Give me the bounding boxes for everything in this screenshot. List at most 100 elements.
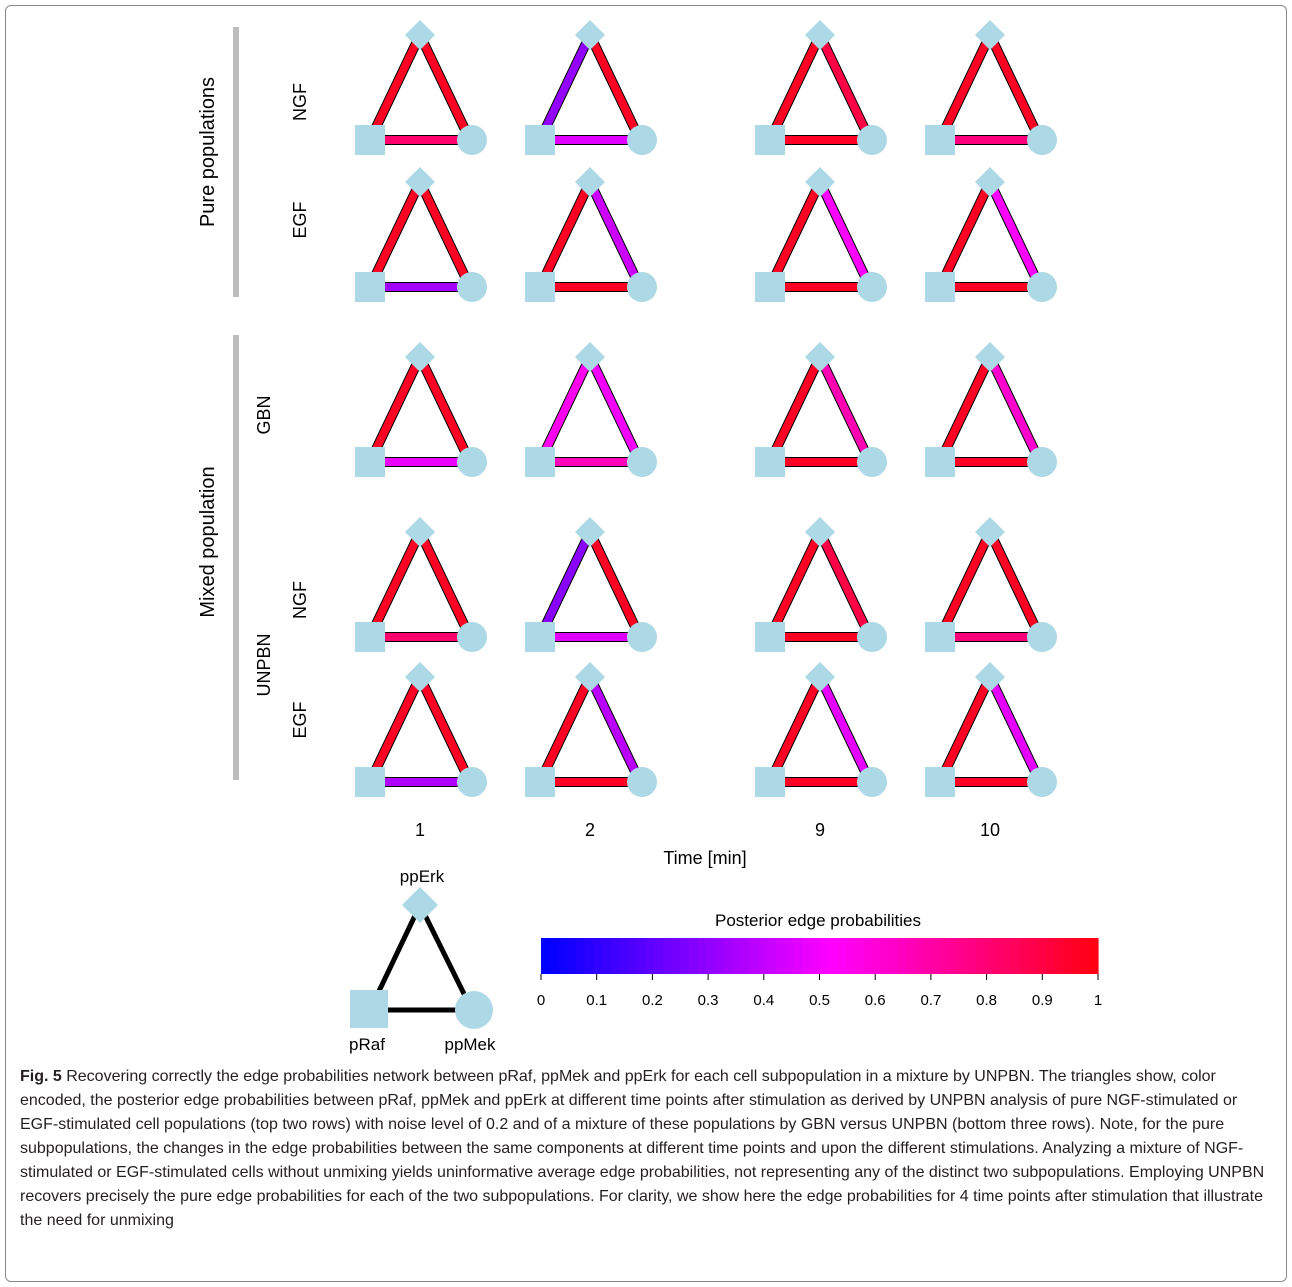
colorbar-segment	[1037, 938, 1047, 974]
edge-pperk-ppmek	[815, 179, 875, 290]
figure-frame	[5, 5, 1287, 1282]
node-pperk	[405, 517, 435, 547]
colorbar-segment	[819, 938, 829, 974]
legend-label-pperk: ppErk	[400, 867, 445, 886]
colorbar-segment	[723, 938, 734, 974]
network-triangle	[355, 342, 487, 477]
node-praf	[525, 447, 555, 477]
colorbar-segment	[941, 938, 951, 974]
edge-pperk-ppmek	[985, 529, 1045, 640]
edge-pperk-ppmek	[415, 354, 475, 465]
edge-pperk-ppmek	[985, 179, 1045, 290]
colorbar-segment	[984, 938, 995, 974]
colorbar-segment	[549, 938, 559, 974]
colorbar-segment	[645, 938, 655, 974]
colorbar-segment	[1080, 938, 1090, 974]
network-triangle	[525, 662, 657, 797]
colorbar-segment	[976, 938, 986, 974]
time-tick-label: 1	[415, 820, 425, 840]
colorbar-segment	[810, 938, 821, 974]
colorbar-segment	[889, 938, 899, 974]
colorbar-segment	[680, 938, 690, 974]
colorbar-tick-label: 0.4	[753, 992, 774, 1009]
node-ppmek	[1027, 767, 1057, 797]
pure-group-bar	[233, 27, 239, 297]
network-triangle	[925, 662, 1057, 797]
colorbar-tick-label: 0	[537, 992, 545, 1009]
edge-pperk-ppmek	[585, 529, 645, 640]
node-praf	[355, 767, 385, 797]
colorbar-segment	[584, 938, 594, 974]
colorbar-segment	[697, 938, 707, 974]
pure-group-label: Pure populations	[197, 77, 219, 227]
legend-network: ppErk pRaf ppMek	[349, 867, 496, 1054]
node-pperk	[975, 342, 1005, 372]
node-pperk	[575, 342, 605, 372]
network-triangle	[525, 517, 657, 652]
node-pperk	[405, 20, 435, 50]
node-ppmek	[627, 125, 657, 155]
colorbar-segment	[628, 938, 638, 974]
colorbar-segment	[880, 938, 890, 974]
colorbar-segment	[741, 938, 751, 974]
legend-node-ppmek	[455, 991, 493, 1029]
node-ppmek	[627, 622, 657, 652]
node-ppmek	[857, 622, 887, 652]
colorbar-segment	[601, 938, 612, 974]
node-pperk	[575, 20, 605, 50]
colorbar-segment	[1089, 938, 1099, 974]
colorbar-segment	[619, 938, 629, 974]
node-praf	[755, 272, 785, 302]
node-praf	[925, 447, 955, 477]
colorbar-tick-label: 0.7	[920, 992, 941, 1009]
legend-node-pperk	[402, 887, 438, 923]
time-tick-labels: 1 2 9 10	[415, 820, 1000, 840]
node-praf	[755, 447, 785, 477]
network-triangle	[755, 167, 887, 302]
network-triangle	[755, 517, 887, 652]
colorbar-segment	[610, 938, 620, 974]
colorbar-segment	[706, 938, 716, 974]
colorbar-segment	[767, 938, 777, 974]
row-label-gbn: GBN	[254, 395, 274, 434]
node-praf	[355, 622, 385, 652]
node-ppmek	[457, 447, 487, 477]
node-ppmek	[457, 622, 487, 652]
edge-pperk-ppmek	[415, 32, 475, 143]
mixed-group-label: Mixed population	[197, 466, 219, 617]
network-triangle	[755, 20, 887, 155]
colorbar-segment	[1063, 938, 1073, 974]
network-triangle	[525, 342, 657, 477]
colorbar-segment	[1071, 938, 1082, 974]
network-triangle	[755, 662, 887, 797]
node-pperk	[805, 167, 835, 197]
node-pperk	[975, 20, 1005, 50]
colorbar-segment	[541, 938, 551, 974]
row-label-pure-egf: EGF	[290, 201, 310, 238]
row-label-mixed-egf: EGF	[290, 701, 310, 738]
colorbar-segment	[1028, 938, 1038, 974]
network-triangle	[925, 167, 1057, 302]
colorbar-tick-label: 0.1	[586, 992, 607, 1009]
colorbar-segment	[784, 938, 794, 974]
colorbar-segment	[758, 938, 768, 974]
colorbar-segment	[897, 938, 908, 974]
node-pperk	[405, 342, 435, 372]
node-ppmek	[1027, 622, 1057, 652]
colorbar-segment	[950, 938, 960, 974]
colorbar-tick-label: 0.9	[1032, 992, 1053, 1009]
node-ppmek	[1027, 125, 1057, 155]
colorbar-segment	[871, 938, 882, 974]
node-praf	[755, 622, 785, 652]
node-praf	[355, 272, 385, 302]
colorbar-segment	[775, 938, 786, 974]
edge-pperk-ppmek	[415, 529, 475, 640]
colorbar-title: Posterior edge probabilities	[715, 911, 921, 930]
colorbar-segment	[923, 938, 934, 974]
time-tick-label: 2	[585, 820, 595, 840]
colorbar-segment	[967, 938, 977, 974]
colorbar-segment	[654, 938, 664, 974]
colorbar-segment	[593, 938, 603, 974]
node-ppmek	[457, 125, 487, 155]
network-triangle	[755, 342, 887, 477]
